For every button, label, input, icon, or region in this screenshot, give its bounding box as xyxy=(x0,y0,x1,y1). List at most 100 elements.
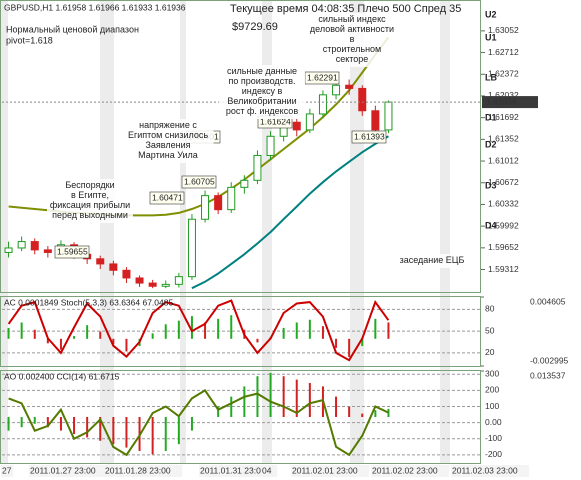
y-tick-label: 1.62032 xyxy=(488,90,519,100)
oscillator-line xyxy=(7,299,390,362)
day-separator xyxy=(440,1,450,463)
y-tick-label: -100 xyxy=(485,433,502,443)
day-separator xyxy=(180,1,186,463)
y-tick-label: -200 xyxy=(485,449,502,459)
osc1-panel-frame xyxy=(0,296,481,367)
balance: $9729.69 xyxy=(232,21,278,33)
candle-body xyxy=(30,241,39,251)
y-tick-label: 100 xyxy=(485,401,499,411)
candle-body xyxy=(109,263,118,271)
y2-tick-label: 0.013537 xyxy=(530,370,566,380)
candle-body xyxy=(201,195,210,220)
y-tick-label: 1.59652 xyxy=(488,242,519,252)
subtitle: pivot=1.618 xyxy=(6,35,53,45)
pivot-label: D3 xyxy=(485,180,497,190)
price-label: 1.61624 xyxy=(260,116,291,126)
time-label-box xyxy=(1,465,14,477)
candle-body xyxy=(227,186,236,211)
time-label-box xyxy=(451,465,530,477)
annotation: Беспорядки в Египте, фиксация прибыли перед… xyxy=(50,180,130,220)
candle-body xyxy=(371,110,380,131)
annotation-line: в xyxy=(350,34,355,44)
last-price-box xyxy=(482,96,538,109)
oscillator-line xyxy=(8,389,389,457)
y-tick-label: 1.61692 xyxy=(488,112,519,122)
annotation-line: сильный индекс xyxy=(318,14,386,24)
subtitle: Нормальный ценовой диапазон xyxy=(6,24,139,34)
chart-title: GBPUSD,H1 1.61958 1.61966 1.61933 1.6193… xyxy=(4,2,186,12)
candle-body xyxy=(384,101,393,131)
candle-body xyxy=(122,269,131,279)
annotation: заседание ЕЦБ xyxy=(400,255,465,265)
last-price-label: 1.61936 xyxy=(486,96,517,106)
price-label: 1.62291 xyxy=(307,72,338,82)
annotation-line: заседание ЕЦБ xyxy=(400,255,465,265)
time-label-box xyxy=(261,465,274,477)
annotation-line: фиксация прибыли xyxy=(50,200,130,210)
annotation-line: Мартина Уила xyxy=(138,150,198,160)
osc2-panel-frame xyxy=(0,370,481,464)
day-separator xyxy=(350,1,364,463)
panel-title: AC 0.0001849 Stoch(5,3,3) 63.6364 67.048… xyxy=(4,297,173,307)
annotation: сильные данные по производств. индексу в Ве… xyxy=(226,66,298,116)
y-tick-label: 1.61012 xyxy=(488,155,519,165)
time-label-box xyxy=(199,465,278,477)
annotation-line: деловой активности xyxy=(310,24,394,34)
time-label-box xyxy=(371,465,450,477)
y2-tick-label: -0.002995 xyxy=(530,355,569,365)
annotation-line: строительном xyxy=(323,44,382,54)
annotation-line: Египтом снизилось xyxy=(128,130,208,140)
annotation-line: индексу в xyxy=(242,86,283,96)
candle-body xyxy=(135,277,144,284)
y-tick-label: 1.60332 xyxy=(488,199,519,209)
price-label: 1.59655 xyxy=(57,246,88,256)
y-tick-label: 1.61352 xyxy=(488,134,519,144)
candle-body xyxy=(43,249,52,253)
pivot-label: U2 xyxy=(485,9,497,19)
price-label: 1.60471 xyxy=(152,192,183,202)
time-axis-label: 2011.01.31 23:00 xyxy=(200,465,266,475)
price-label: 1.61393 xyxy=(354,131,385,141)
y-tick-label: 1.63052 xyxy=(488,25,519,35)
annotation-box xyxy=(219,65,305,119)
time-label-box xyxy=(29,465,108,477)
price-label-box xyxy=(149,191,185,205)
time-axis-label: 2011.02.03 23:00 xyxy=(452,465,518,475)
indicator-line xyxy=(191,135,389,290)
candle-body xyxy=(161,283,170,287)
annotation-line: рост ф. индексов xyxy=(226,106,298,116)
day-separator xyxy=(0,1,8,463)
annotation-line: Великобритании xyxy=(227,96,296,106)
day-stripes xyxy=(0,1,450,463)
candle-body xyxy=(305,113,314,131)
annotation-line: напряжение с xyxy=(139,120,197,130)
y-tick-label: 20 xyxy=(485,347,495,357)
y-tick-label: 80 xyxy=(485,304,495,314)
time-axis-label: 04 xyxy=(262,465,272,475)
time-label-box xyxy=(104,465,183,477)
main-panel-frame xyxy=(0,0,481,293)
candle-body xyxy=(345,84,354,89)
annotation-line: сильные данные xyxy=(227,66,297,76)
price-label-box xyxy=(54,245,90,259)
annotation: напряжение с Египтом снизилось Заявления Ма… xyxy=(128,120,208,160)
day-separator xyxy=(100,1,114,463)
annotation-box xyxy=(396,254,468,268)
candle-body xyxy=(96,258,105,265)
candle-body xyxy=(174,276,183,285)
price-label-box xyxy=(181,175,217,189)
annotation-line: Заявления xyxy=(145,140,190,150)
panel-title: AO 0.002400 CCI(14) 61.6715 xyxy=(4,371,120,381)
y-tick-label: 1.60672 xyxy=(488,177,519,187)
annotation-box xyxy=(122,119,214,163)
candle-body xyxy=(253,154,262,181)
y-tick-label: 50 xyxy=(485,325,495,335)
status: Текущее время 04:08:35 Плечо 500 Спред 3… xyxy=(230,3,461,15)
annotation-line: Беспорядки xyxy=(65,180,114,190)
annotation-line: секторе xyxy=(336,54,369,64)
y-tick-label: 1.59312 xyxy=(488,264,519,274)
y2-tick-label: 0.004605 xyxy=(530,296,566,306)
candle-body xyxy=(318,94,327,115)
y-tick-label: 1.62712 xyxy=(488,47,519,57)
y-tick-label: 0.00 xyxy=(485,417,502,427)
